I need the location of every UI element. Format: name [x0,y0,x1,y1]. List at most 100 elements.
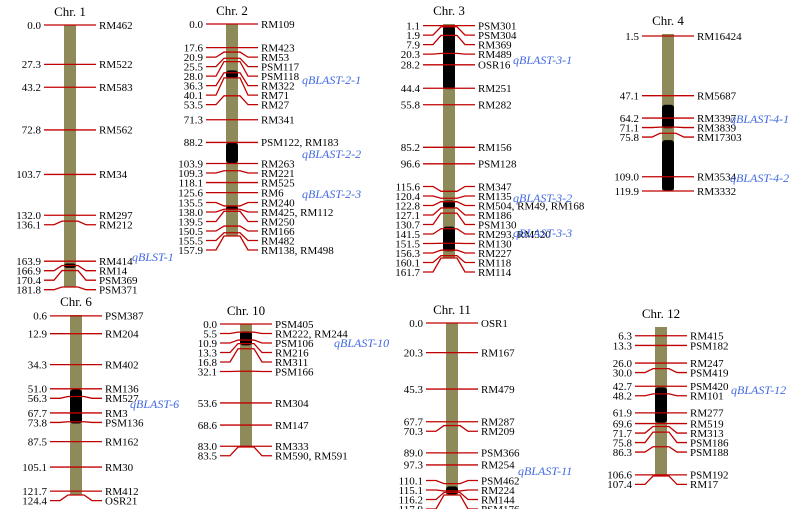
marker-position: 72.8 [22,125,42,137]
marker-name: RM304 [275,398,309,410]
marker-tick [635,446,687,453]
qtl-label: qBLAST-3-3 [513,226,572,240]
marker-position: 26.0 [613,358,633,370]
marker-name: RM482 [261,235,295,247]
marker-position: 105.1 [22,462,47,474]
marker-name: RM3332 [697,186,736,198]
marker-position: 32.1 [198,366,217,378]
marker-position: 53.6 [198,398,218,410]
marker-name: RM71 [261,90,289,102]
marker-position: 141.5 [395,229,420,241]
qtl-block [662,140,674,191]
marker-position: 166.9 [16,266,41,278]
marker-name: RM144 [481,494,515,506]
qtl-label: qBLAST-12 [731,383,786,397]
marker-position: 161.7 [395,267,420,279]
marker-tick [423,249,475,254]
marker-name: RM590, RM591 [275,451,348,463]
marker-tick [423,257,475,273]
marker-name: PSM366 [481,448,520,460]
marker-name: RM415 [690,331,724,343]
marker-name: PSM117 [261,61,300,73]
marker-position: 71.1 [620,122,639,134]
marker-name: RM425, RM112 [261,207,333,219]
marker-position: 53.5 [184,99,204,111]
marker-name: RM17303 [697,132,742,144]
marker-tick [220,342,272,354]
marker-tick [423,207,475,216]
marker-name: OSR21 [105,495,137,507]
marker-name: RM135 [478,191,512,203]
qtl-label: qBLAST-3-2 [513,191,572,205]
marker-tick [426,424,478,432]
marker-name: RM347 [478,181,512,193]
marker-position: 67.7 [28,408,48,420]
marker-name: OSR1 [481,318,508,330]
marker-name: PSM301 [478,20,517,32]
marker-name: RM118 [478,257,512,269]
qtl-block [226,70,238,79]
marker-name: RM14 [99,266,128,278]
marker-name: RM204 [105,328,139,340]
marker-name: RM519 [690,418,724,430]
chromosome-2: Chr. 2 0.0 RM109 17.6 RM423 20.9 RM53 25.5 PSM11… [178,3,361,257]
marker-position: 124.4 [22,495,47,507]
marker-position: 1.9 [406,30,420,42]
marker-name: RM3 [105,408,128,420]
marker-position: 96.6 [401,159,421,171]
chromosome-title: Chr. 11 [433,302,471,317]
marker-position: 27.3 [22,59,42,71]
marker-tick [206,72,258,87]
marker-tick [206,51,258,58]
marker-position: 75.8 [620,132,640,144]
marker-tick [44,264,96,272]
marker-tick [44,286,96,291]
chromosome-title: Chr. 4 [652,13,684,28]
marker-position: 13.3 [613,340,633,352]
marker-tick [423,185,475,192]
marker-position: 42.7 [613,381,633,393]
qtl-block [70,389,82,424]
marker-name: RM322 [261,80,295,92]
marker-name: RM136 [105,384,139,396]
marker-name: PSM420 [690,381,729,393]
marker-position: 132.0 [16,210,41,222]
marker-name: RM277 [690,408,724,420]
marker-name: PSM166 [275,366,314,378]
marker-position: 25.5 [184,61,204,73]
marker-position: 115.6 [396,181,421,193]
marker-position: 71.3 [184,115,204,127]
marker-tick [50,421,102,424]
chromosome-7: Chr. 11 0.0 OSR1 20.3 RM167 45.3 RM479 67.7 RM28… [399,302,572,509]
qtl-label: qBLAST-6 [130,397,179,411]
qtl-block [443,226,455,252]
marker-position: 20.3 [401,49,421,61]
marker-tick [44,220,96,226]
marker-position: 36.3 [184,80,204,92]
marker-name: RM34 [99,169,128,181]
marker-name: RM522 [99,59,133,71]
marker-position: 69.6 [613,418,633,430]
qtl-label: qBLAST-4-1 [730,112,789,126]
marker-name: PSM192 [690,470,729,482]
marker-position: 127.1 [395,210,420,222]
marker-position: 28.2 [401,60,420,72]
marker-position: 61.9 [613,408,633,420]
marker-name: RM130 [478,238,512,250]
marker-name: RM3397 [697,113,737,125]
marker-name: RM462 [99,20,133,32]
marker-position: 85.2 [401,142,420,154]
marker-name: RM250 [261,216,295,228]
marker-position: 138.0 [178,207,203,219]
marker-position: 116.2 [399,494,423,506]
marker-tick [44,269,96,281]
qtl-block [226,142,238,163]
chromosome-title: Chr. 1 [54,4,86,19]
marker-name: RM5687 [697,90,737,102]
marker-position: 83.5 [198,451,218,463]
qtl-label: qBLAST-2-3 [302,187,361,201]
marker-tick [426,489,478,492]
marker-name: RM167 [481,347,515,359]
marker-position: 55.8 [401,100,421,112]
qtl-label: qBLAST-2-2 [302,147,361,161]
